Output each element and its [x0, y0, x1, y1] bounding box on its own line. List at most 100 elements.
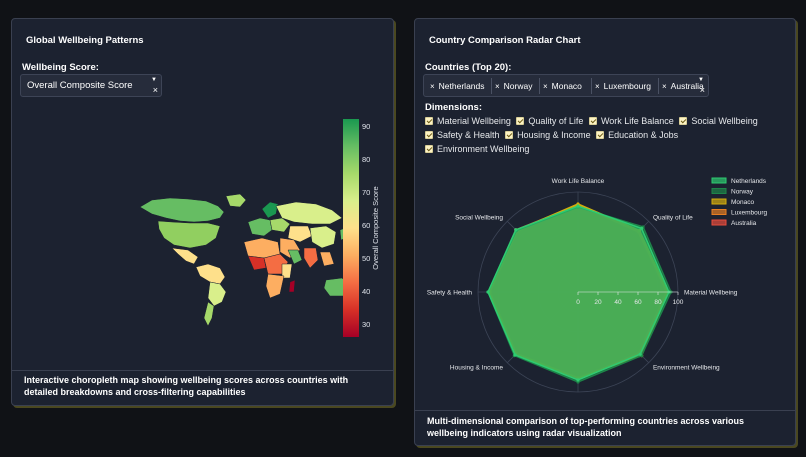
country-chip[interactable]: × Monaco — [543, 79, 582, 93]
country-chip[interactable]: × Luxembourg — [595, 79, 651, 93]
remove-chip-icon[interactable]: × — [543, 81, 548, 91]
clear-icon[interactable]: × — [699, 85, 705, 95]
radar-radial-ticks: 0 20 40 60 80 100 — [576, 291, 684, 306]
remove-chip-icon[interactable]: × — [595, 81, 600, 91]
colorbar-ticks: 90 80 70 60 50 40 30 — [362, 122, 370, 329]
radar-point[interactable] — [513, 353, 517, 357]
map-region-canada[interactable] — [139, 197, 225, 223]
legend-swatch[interactable] — [711, 177, 727, 184]
legend-entry[interactable]: Monaco — [731, 199, 755, 206]
legend-swatch[interactable] — [711, 198, 727, 205]
legend-entry[interactable]: Australia — [731, 220, 757, 227]
map-region-india[interactable] — [303, 247, 319, 269]
colorbar-tick-70: 70 — [362, 188, 370, 197]
map-region-east-africa[interactable] — [281, 263, 293, 279]
checkbox-checked-icon[interactable] — [516, 117, 525, 126]
map-region-mexico[interactable] — [171, 247, 199, 265]
map-region-eastern-europe[interactable] — [269, 217, 291, 233]
colorbar-tick-90: 90 — [362, 122, 370, 131]
map-region-west-africa[interactable] — [247, 255, 267, 271]
checkbox-checked-icon[interactable] — [425, 117, 433, 126]
map-region-usa[interactable] — [157, 220, 221, 249]
radar-tick-label: 0 — [576, 299, 580, 306]
map-region-arabia[interactable] — [287, 249, 303, 265]
chip-divider — [491, 78, 492, 94]
dimensions-label: Dimensions: — [425, 102, 483, 113]
colorbar — [343, 119, 359, 337]
radar-point[interactable] — [640, 226, 644, 230]
checkbox-checked-icon[interactable] — [596, 131, 605, 139]
map-region-greenland[interactable] — [225, 193, 247, 208]
dimensions-checklist: Material Wellbeing Quality of Life Work … — [425, 115, 790, 156]
radar-point[interactable] — [638, 352, 642, 356]
choropleth-map[interactable]: 90 80 70 60 50 40 30 Overall Composite S… — [12, 114, 395, 344]
checkbox-checked-icon[interactable] — [425, 131, 433, 139]
map-region-south-america-north[interactable] — [195, 263, 226, 285]
radar-chart[interactable]: 0 20 40 60 80 100 Material Wellbeing Quality o… — [415, 159, 795, 399]
legend-entry[interactable]: Luxembourg — [731, 210, 768, 217]
colorbar-tick-80: 80 — [362, 155, 370, 164]
country-chip-label: Monaco — [551, 81, 582, 91]
country-chip[interactable]: × Australia — [662, 79, 704, 93]
dimension-option[interactable]: Material Wellbeing — [425, 115, 511, 128]
radar-panel-title: Country Comparison Radar Chart — [429, 35, 581, 46]
checkbox-checked-icon[interactable] — [425, 144, 433, 153]
radar-series — [486, 202, 673, 384]
radar-axis-labels: Material Wellbeing Quality of Life Work Li… — [427, 178, 738, 371]
colorbar-tick-50: 50 — [362, 254, 370, 263]
legend-entry[interactable]: Netherlands — [731, 178, 767, 185]
checkbox-checked-icon[interactable] — [588, 117, 597, 126]
dimension-option[interactable]: Social Wellbeing — [679, 115, 758, 128]
radar-tick-label: 100 — [673, 299, 684, 306]
dimension-option[interactable]: Housing & Income — [505, 129, 591, 142]
dimension-option[interactable]: Quality of Life — [516, 115, 583, 128]
colorbar-tick-30: 30 — [362, 320, 370, 329]
legend-swatch[interactable] — [711, 209, 727, 215]
chevron-down-icon[interactable]: ▼ — [698, 77, 704, 83]
dimension-option[interactable]: Education & Jobs — [596, 129, 678, 142]
legend-entry[interactable]: Norway — [731, 189, 754, 196]
map-region-southern-africa[interactable] — [265, 273, 285, 299]
dimension-label: Safety & Health — [437, 129, 500, 140]
checkbox-checked-icon[interactable] — [679, 117, 688, 126]
legend-swatch[interactable] — [711, 219, 727, 226]
radar-legend: Netherlands Norway Monaco Luxembourg Austral… — [711, 177, 768, 227]
dimension-option[interactable]: Work Life Balance — [588, 115, 674, 128]
radar-axis-label: Housing & Income — [450, 364, 503, 371]
dimension-label: Work Life Balance — [600, 116, 674, 126]
chip-divider — [658, 78, 659, 94]
map-region-madagascar[interactable] — [288, 279, 296, 293]
country-chip-label: Netherlands — [438, 81, 485, 91]
map-panel: Global Wellbeing Patterns Wellbeing Scor… — [11, 18, 394, 406]
remove-chip-icon[interactable]: × — [495, 81, 500, 91]
colorbar-title: Overall Composite Score — [371, 186, 380, 269]
remove-chip-icon[interactable]: × — [662, 81, 667, 91]
map-region-argentina[interactable] — [203, 301, 215, 327]
radar-point[interactable] — [514, 228, 518, 232]
radar-point[interactable] — [486, 290, 490, 294]
countries-multiselect[interactable]: × Netherlands × Norway × Monaco × Luxembourg… — [423, 74, 709, 97]
country-chip[interactable]: × Norway — [495, 79, 532, 93]
checkbox-checked-icon[interactable] — [505, 131, 514, 139]
remove-chip-icon[interactable]: × — [430, 81, 435, 91]
map-region-central-asia[interactable] — [287, 225, 313, 243]
radar-point[interactable] — [576, 378, 580, 382]
map-region-western-europe[interactable] — [247, 217, 273, 237]
map-region-russia[interactable] — [275, 201, 343, 225]
dimension-option[interactable]: Environment Wellbeing — [425, 143, 529, 156]
map-region-southeast-asia[interactable] — [319, 251, 335, 267]
map-region-north-africa[interactable] — [243, 237, 281, 259]
clear-icon[interactable]: × — [152, 85, 158, 95]
map-region-china[interactable] — [309, 225, 337, 249]
chip-divider — [539, 78, 540, 94]
map-region-scandinavia[interactable] — [261, 201, 279, 219]
dimension-label: Environment Wellbeing — [437, 143, 530, 154]
map-region-brazil[interactable] — [207, 281, 227, 307]
dimension-option[interactable]: Safety & Health — [425, 129, 500, 142]
legend-swatch[interactable] — [711, 188, 727, 194]
chevron-down-icon[interactable]: ▼ — [151, 77, 157, 83]
country-chip[interactable]: × Netherlands — [430, 79, 485, 93]
chip-divider — [591, 78, 592, 94]
radar-point[interactable] — [576, 204, 580, 208]
wellbeing-score-dropdown[interactable]: Overall Composite Score ▼ × — [20, 74, 162, 97]
